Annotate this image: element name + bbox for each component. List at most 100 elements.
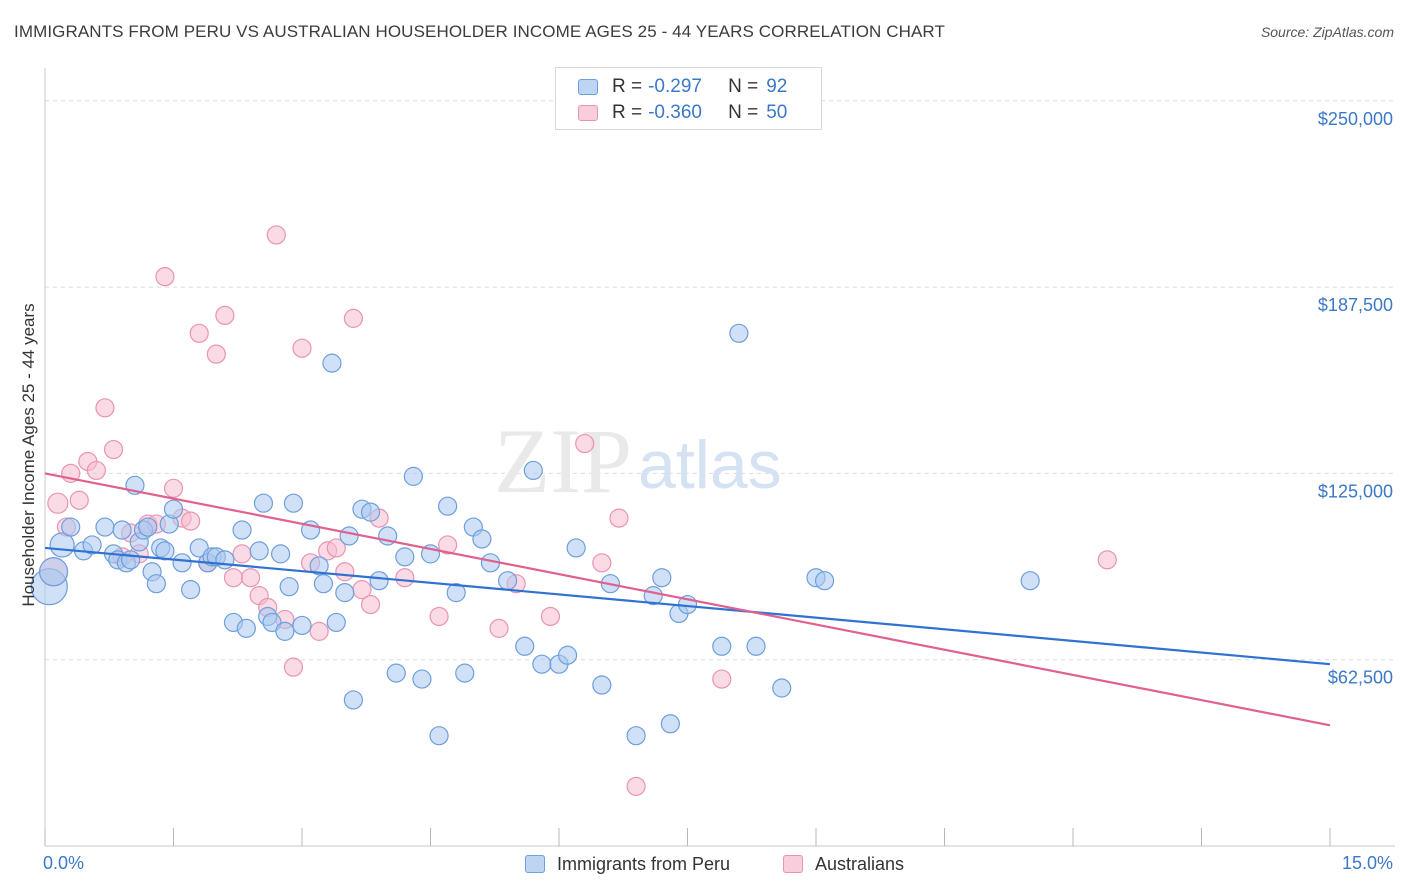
peru-point	[313, 574, 334, 594]
legend-r-value: -0.297	[648, 76, 702, 97]
tick-labels: $62,500 $125,000 $187,500 $250,000 0.0% 15.0%	[43, 109, 1393, 873]
x-tick-label: 15.0%	[1342, 853, 1393, 873]
peru-point	[82, 535, 102, 555]
australians-point	[292, 338, 312, 358]
peru-point	[61, 517, 81, 537]
trend-lines	[44, 472, 1331, 727]
peru-point	[652, 568, 672, 588]
australians-point	[395, 568, 415, 588]
australians-point	[189, 323, 209, 343]
australians-point	[283, 657, 304, 677]
legend-r-label: R =	[612, 76, 643, 97]
peru-point	[155, 541, 175, 561]
bottom-legend-peru: Immigrants from Peru	[525, 851, 730, 877]
australians-point	[47, 492, 69, 514]
peru-point	[138, 517, 158, 537]
peru-point	[438, 496, 458, 516]
source-label: Source: ZipAtlas.com	[1260, 24, 1394, 40]
australians-point	[335, 562, 355, 582]
peru-point	[395, 547, 415, 567]
australians-point	[489, 618, 509, 638]
australians-point	[215, 305, 235, 326]
australians-point	[223, 568, 244, 588]
legend-n-value: 50	[766, 102, 788, 123]
peru-point	[270, 544, 291, 564]
australians-point	[241, 568, 261, 588]
peru-point	[412, 669, 432, 689]
peru-point	[814, 571, 835, 591]
peru-point	[215, 550, 235, 570]
australians-point	[592, 553, 612, 573]
peru-point	[326, 612, 346, 633]
australians-point	[343, 308, 363, 328]
peru-point	[403, 466, 423, 486]
peru-point	[343, 690, 363, 710]
legend-row-peru: R = -0.297 N = 92	[578, 74, 787, 100]
peru-point	[236, 618, 256, 638]
legend-row-australians: R = -0.360 N = 50	[578, 100, 787, 126]
peru-point	[498, 571, 518, 591]
y-tick-label: $62,500	[1328, 668, 1393, 688]
australians-point	[95, 398, 115, 418]
peru-point	[369, 571, 389, 591]
watermark: ZIP atlas	[494, 410, 782, 512]
correlation-legend: R = -0.297 N = 92 R = -0.360 N = 50	[555, 67, 822, 130]
y-tick-label: $250,000	[1318, 109, 1393, 129]
bottom-legend-label-australians: Australians	[815, 853, 905, 874]
peru-point	[112, 520, 132, 540]
australians-point	[232, 544, 252, 564]
australians-point	[181, 511, 201, 531]
peru-point	[566, 538, 586, 558]
peru-point	[772, 678, 792, 698]
bottom-legend-swatch-peru	[525, 855, 545, 873]
peru-point	[253, 493, 274, 513]
peru-point	[712, 636, 732, 656]
peru-point	[121, 550, 141, 570]
legend-swatch-peru	[578, 79, 598, 95]
legend-n-label: N =	[728, 102, 759, 123]
australians-point	[326, 538, 346, 558]
peru-point	[592, 675, 612, 695]
peru-point	[322, 353, 342, 373]
australians-point	[609, 508, 629, 528]
peru-point	[95, 517, 115, 537]
peru-points	[30, 323, 1040, 746]
y-axis-label: Householder Income Ages 25 - 44 years	[19, 303, 38, 606]
watermark-atlas: atlas	[638, 427, 782, 503]
australians-trend-line	[44, 472, 1331, 727]
peru-point	[146, 574, 166, 594]
peru-point	[283, 493, 304, 513]
australians-point	[626, 776, 646, 796]
peru-point	[1020, 571, 1040, 591]
peru-point	[275, 621, 295, 641]
peru-point	[429, 726, 449, 746]
australians-point	[155, 267, 175, 287]
bottom-legend-label-peru: Immigrants from Peru	[557, 853, 731, 874]
y-tick-label: $125,000	[1318, 481, 1393, 501]
australians-point	[86, 460, 107, 481]
peru-point	[746, 636, 766, 656]
australians-point	[309, 621, 329, 641]
axes	[44, 68, 1395, 847]
peru-point	[163, 499, 184, 519]
peru-point	[532, 654, 552, 674]
peru-trend-line	[44, 546, 1331, 666]
peru-point	[339, 526, 359, 546]
peru-point	[515, 636, 535, 656]
legend-n-label: N =	[728, 76, 759, 97]
peru-point	[309, 556, 329, 576]
peru-point	[729, 323, 749, 343]
peru-point	[249, 541, 269, 561]
legend-r-label: R =	[612, 102, 643, 123]
peru-point	[279, 577, 299, 597]
australians-point	[1097, 550, 1117, 570]
australians-point	[575, 433, 595, 454]
x-tick-label: 0.0%	[43, 853, 84, 873]
australians-point	[206, 344, 226, 364]
australians-point	[266, 225, 286, 245]
australians-point	[69, 490, 89, 510]
peru-point	[523, 460, 543, 481]
legend-n-value: 92	[766, 76, 788, 97]
peru-point	[232, 520, 252, 540]
